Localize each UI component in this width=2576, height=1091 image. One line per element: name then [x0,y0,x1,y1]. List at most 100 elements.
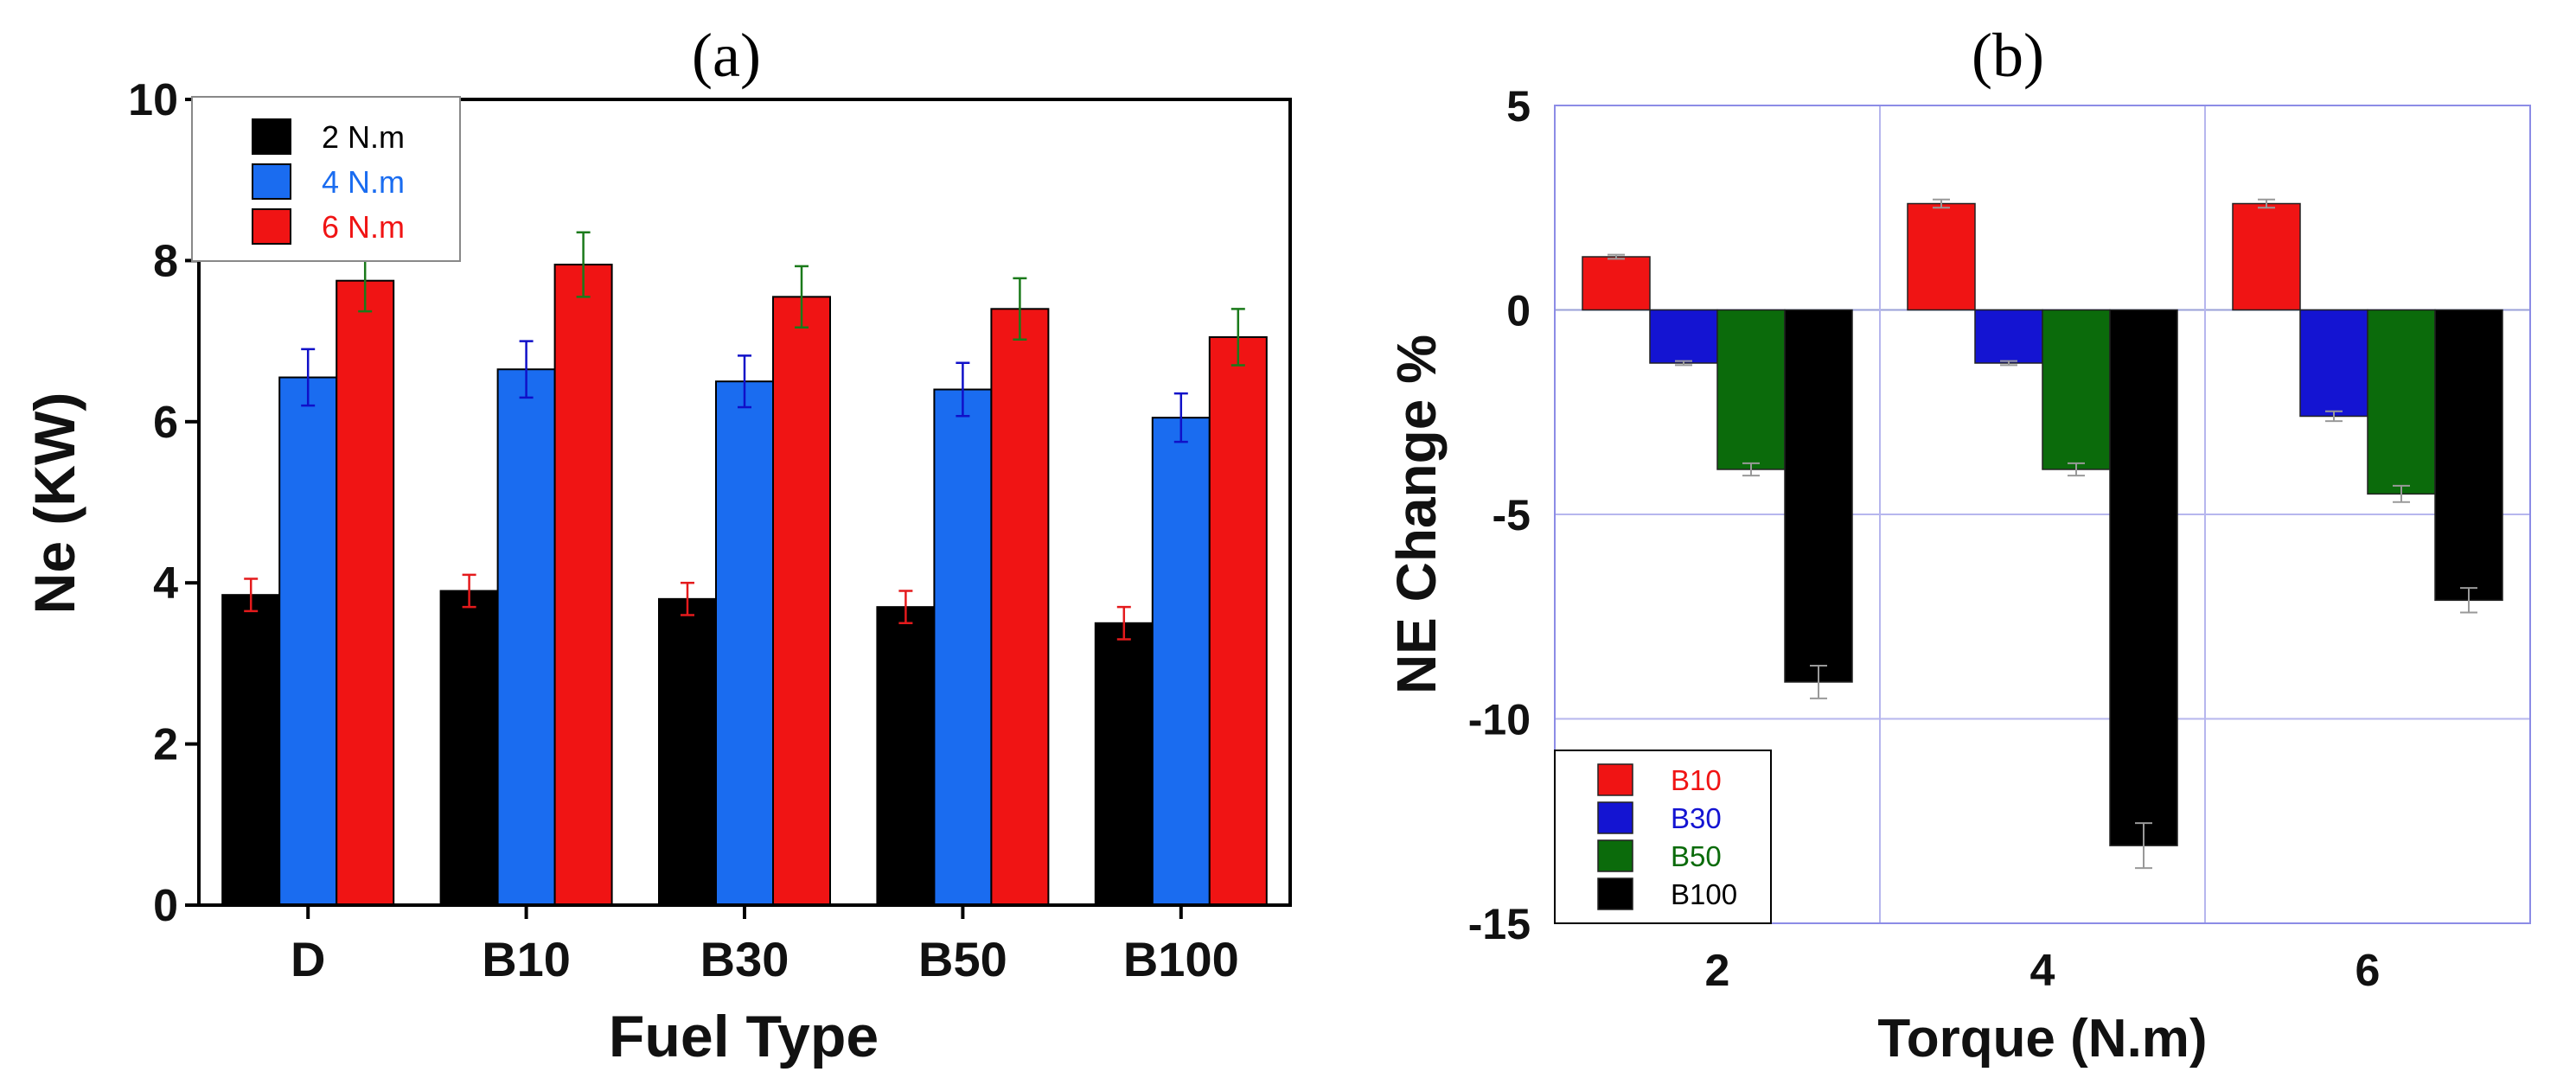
legend-swatch-b-b100 [1597,877,1633,910]
bar-a-6-n-m-d [336,279,395,906]
bar-a-2-n-m-b100 [1094,622,1154,906]
error-bar-b-b100-6 [2460,587,2477,614]
y-tick-label-a-4: 4 [153,558,178,609]
bar-a-6-n-m-b50 [990,308,1050,906]
y-axis-title-b: NE Change % [1385,335,1448,694]
error-bar-a-4-n-m-b10 [519,340,534,399]
error-bar-a-4-n-m-b100 [1173,392,1188,443]
error-bar-a-2-n-m-b50 [898,590,913,625]
bar-b-b100-4 [2109,309,2178,846]
bar-b-b100-2 [1784,309,1853,683]
x-tick-label-b-6: 6 [2355,946,2381,996]
y-tick-label-b-5: 5 [1506,82,1531,131]
legend-frame-b [1554,750,1772,924]
x-tick-label-b-2: 2 [1705,946,1730,996]
x-tick-label-a-d: D [291,932,325,986]
legend-label-b-b50: B50 [1671,840,1722,872]
bar-a-2-n-m-b30 [658,597,717,907]
legend-a: 2 N.m 4 N.m 6 N.m [191,96,461,262]
legend-b: B10 B30 B50 B100 [1554,750,1772,924]
x-axis-title-b: Torque (N.m) [1877,1009,2207,1069]
error-bar-a-6-n-m-b10 [576,231,591,298]
error-bar-b-b50-2 [1742,462,1760,477]
legend-label-a-4-n-m: 4 N.m [322,164,405,200]
error-bar-b-b30-4 [2000,360,2017,367]
bar-a-4-n-m-b100 [1151,417,1211,906]
x-tick-label-a-b30: B30 [700,932,789,986]
bar-a-2-n-m-b10 [439,590,499,907]
bar-a-6-n-m-b10 [553,264,613,906]
x-axis-title-a: Fuel Type [609,1004,879,1069]
bar-b-b50-4 [2042,309,2111,470]
error-bar-b-b50-4 [2068,462,2085,477]
bar-a-2-n-m-b50 [876,606,936,906]
bar-b-b100-6 [2434,309,2503,602]
error-bar-b-b30-2 [1675,360,1692,367]
error-bar-a-2-n-m-b100 [1116,605,1131,641]
error-bar-a-2-n-m-d [244,577,259,613]
legend-swatch-b-b10 [1597,763,1633,796]
y-tick-label-a-10: 10 [128,75,178,125]
bar-b-b10-2 [1582,256,1651,311]
y-tick-label-a-2: 2 [153,720,178,770]
legend-label-a-6-n-m: 6 N.m [322,209,405,245]
error-bar-b-b30-6 [2325,410,2343,423]
panel-label-a: (a) [692,21,761,90]
legend-swatch-a-4-n-m [252,163,291,200]
bar-b-b50-6 [2367,309,2436,495]
bar-a-4-n-m-b10 [496,368,556,907]
y-tick-label-b-10: -10 [1468,696,1531,744]
bar-b-b30-6 [2299,309,2368,418]
bar-b-b30-4 [1974,309,2043,364]
bar-a-4-n-m-b30 [715,380,774,906]
error-bar-a-4-n-m-b30 [738,354,751,409]
x-tick-label-a-b10: B10 [482,932,571,986]
legend-label-b-b10: B10 [1671,764,1722,796]
error-bar-b-b10-6 [2258,198,2275,209]
legend-swatch-a-6-n-m [252,208,291,245]
legend-swatch-b-b50 [1597,839,1633,872]
legend-label-b-b100: B100 [1671,878,1737,910]
legend-label-a-2-n-m: 2 N.m [322,119,405,155]
bar-b-b10-6 [2232,202,2301,311]
bar-a-6-n-m-b30 [772,296,831,906]
plot-frame-b [1554,105,2531,924]
bar-b-b50-2 [1716,309,1786,470]
bar-a-4-n-m-d [278,376,338,907]
bar-b-b30-2 [1649,309,1718,364]
error-bar-b-b10-4 [1933,198,1950,209]
bar-b-b10-4 [1907,202,1976,311]
x-tick-label-a-b100: B100 [1123,932,1239,986]
error-bar-b-b10-2 [1608,253,1625,260]
bar-a-6-n-m-b100 [1208,335,1268,906]
error-bar-a-6-n-m-b100 [1230,308,1245,367]
error-bar-a-6-n-m-b30 [795,265,809,329]
legend-swatch-a-2-n-m [252,118,291,155]
error-bar-b-b50-6 [2393,484,2410,503]
error-bar-a-2-n-m-b10 [462,573,476,609]
error-bar-a-4-n-m-b50 [956,361,970,418]
chart-b: (b) 5 0 -5 -10 -15 2 4 6 B10 B30 B50 B100 Torque (… [1385,21,2531,1069]
x-tick-label-a-b50: B50 [918,932,1007,986]
y-axis-title-a: Ne (KW) [22,392,86,615]
y-tick-label-a-8: 8 [153,236,178,286]
panel-label-b: (b) [1972,21,2044,90]
x-tick-label-b-4: 4 [2030,946,2055,996]
error-bar-a-6-n-m-b50 [1013,277,1027,341]
bar-a-4-n-m-b50 [933,388,993,906]
chart-a: (a) 0 2 4 6 8 10 D B10 B30 B50 B100 2 N.m 4 N.m 6 N.… [22,21,1292,1069]
y-tick-label-b-0: 0 [1506,287,1531,335]
y-tick-label-b-5: -5 [1493,491,1531,539]
legend-swatch-b-b30 [1597,801,1633,834]
legend-label-b-b30: B30 [1671,802,1722,834]
y-tick-label-a-0: 0 [153,881,178,931]
legend-frame-a [191,96,461,262]
error-bar-a-2-n-m-b30 [681,581,694,616]
y-tick-label-b-15: -15 [1468,900,1531,948]
error-bar-b-b100-4 [2135,822,2152,870]
plot-frame-a [197,98,1292,907]
error-bar-b-b100-2 [1810,665,1827,699]
y-tick-label-a-6: 6 [153,398,178,448]
bar-a-2-n-m-d [221,594,281,906]
